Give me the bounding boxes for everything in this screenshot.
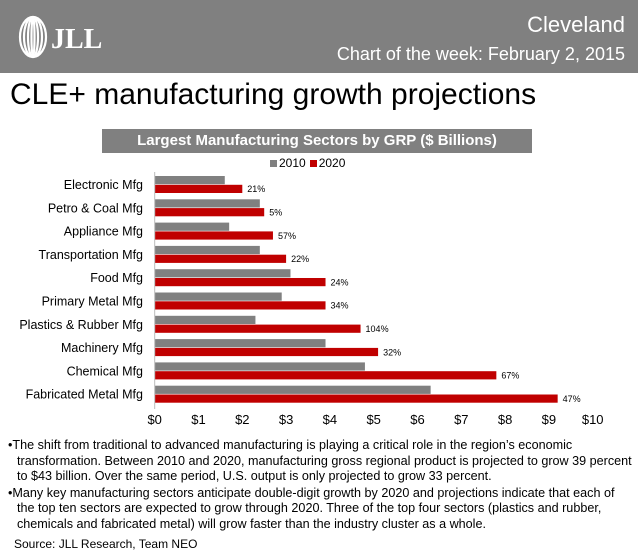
data-label: 47% [563, 394, 581, 404]
data-label: 21% [247, 184, 265, 194]
bar-2010 [154, 362, 365, 371]
bar-2010 [154, 222, 230, 231]
data-label: 32% [383, 347, 401, 357]
source-note: Source: JLL Research, Team NEO [14, 537, 198, 551]
bar-2010 [154, 176, 225, 185]
bullet-1: •The shift from traditional to advanced … [8, 438, 632, 483]
x-tick-label: $0 [147, 412, 161, 427]
jll-logo: JLL [18, 15, 102, 59]
category-label: Fabricated Metal Mfg [26, 388, 143, 402]
bar-2010 [154, 199, 260, 208]
bullet-2: •Many key manufacturing sectors anticipa… [8, 485, 615, 531]
data-label: 104% [366, 324, 389, 334]
bar-2010 [154, 339, 326, 348]
category-label: Electronic Mfg [64, 178, 143, 192]
bar-2020 [154, 231, 273, 240]
category-label: Primary Metal Mfg [42, 295, 143, 309]
legend-item-2020: 2020 [309, 156, 345, 170]
x-tick-label: $8 [498, 412, 512, 427]
x-tick-label: $9 [542, 412, 556, 427]
city-label: Cleveland [527, 12, 625, 37]
page-title: CLE+ manufacturing growth projections [10, 78, 537, 111]
data-label: 5% [269, 208, 282, 218]
svg-text:JLL: JLL [51, 24, 102, 55]
data-label: 24% [331, 277, 349, 287]
category-label: Machinery Mfg [61, 341, 143, 355]
x-tick-label: $6 [410, 412, 424, 427]
bar-2010 [154, 245, 260, 255]
bar-2020 [154, 347, 379, 357]
chart-legend: 2010 2020 [270, 156, 345, 170]
bar-2020 [154, 208, 265, 217]
bar-2020 [154, 324, 361, 333]
bar-2010 [154, 315, 256, 324]
category-label: Food Mfg [90, 271, 143, 285]
bar-2010 [154, 269, 291, 278]
x-tick-label: $3 [279, 412, 293, 427]
bar-2020 [154, 184, 243, 193]
data-label: 57% [278, 231, 296, 241]
x-tick-label: $4 [323, 412, 337, 427]
bar-2020 [154, 394, 558, 403]
x-tick-label: $5 [366, 412, 380, 427]
x-tick-label: $1 [191, 412, 205, 427]
commentary: •The shift from traditional to advanced … [8, 438, 633, 533]
bar-2010 [154, 385, 431, 394]
category-label: Petro & Coal Mfg [48, 201, 143, 215]
header-bar: JLL Cleveland Chart of the week: Februar… [0, 0, 638, 73]
data-label: 67% [501, 371, 519, 381]
legend-item-2010: 2010 [270, 156, 306, 170]
category-label: Plastics & Rubber Mfg [19, 318, 143, 332]
data-label: 22% [291, 254, 309, 264]
x-tick-label: $2 [235, 412, 249, 427]
bar-2010 [154, 292, 282, 301]
bar-2020 [154, 371, 497, 380]
category-label: Appliance Mfg [64, 225, 143, 239]
category-label: Transportation Mfg [39, 248, 143, 262]
bar-chart: Electronic Mfg 21% Petro & Coal Mfg 5% Appli… [19, 172, 604, 427]
chart-of-week-label: Chart of the week: February 2, 2015 [336, 44, 625, 64]
category-label: Chemical Mfg [67, 364, 143, 378]
chart-title: Largest Manufacturing Sectors by GRP ($ … [102, 129, 532, 153]
bar-2020 [154, 301, 326, 310]
bar-2020 [154, 278, 326, 287]
x-tick-label: $10 [582, 412, 604, 427]
x-tick-label: $7 [454, 412, 468, 427]
bar-2020 [154, 254, 287, 263]
data-label: 34% [331, 301, 349, 311]
